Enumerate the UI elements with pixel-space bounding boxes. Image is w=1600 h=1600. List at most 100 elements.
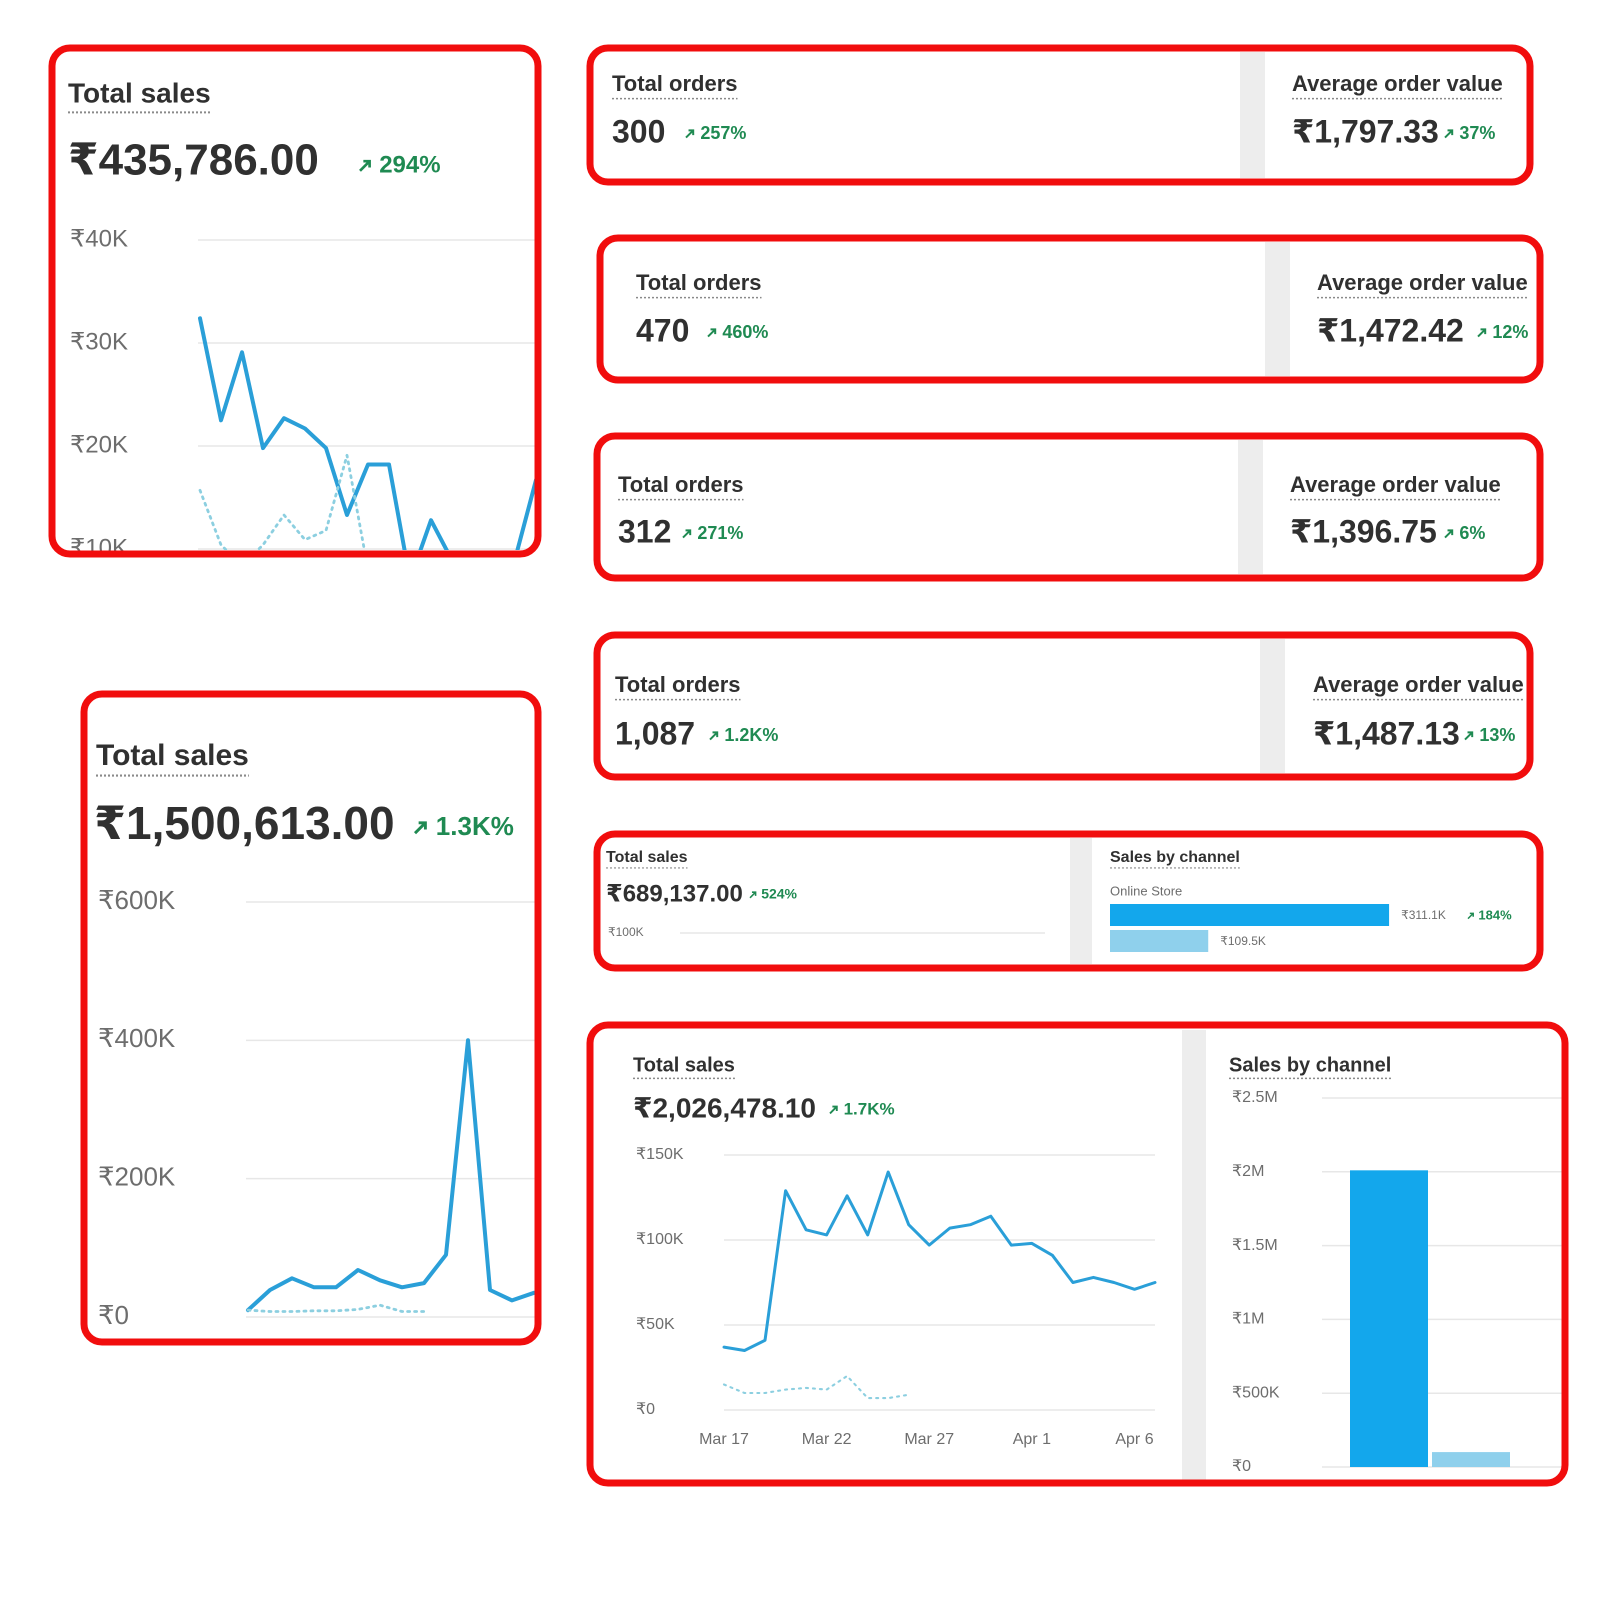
trend-arrow-icon [413, 821, 427, 835]
kpi-value: ₹1,472.42 [1317, 312, 1464, 348]
total-sales-value: ₹435,786.00 [68, 136, 319, 185]
trend-arrow-icon [1467, 912, 1474, 920]
y-tick-label: ₹2.5M [1232, 1089, 1278, 1106]
change-percent: 1.7K% [844, 1099, 895, 1118]
card-panel [601, 440, 1536, 574]
trend-arrow-icon [1477, 328, 1487, 338]
total-sales-value: ₹689,137.00 [606, 880, 743, 907]
bar-value-label: ₹109.5K [1220, 934, 1266, 948]
change-percent: 37% [1459, 123, 1495, 143]
card-title: Average order value [1317, 270, 1528, 295]
x-tick-label: Mar 27 [904, 1431, 954, 1448]
trend-arrow-icon [1464, 731, 1474, 741]
card-title: Total orders [612, 71, 738, 96]
trend-arrow-icon [829, 1105, 838, 1115]
y-tick-label: ₹40K [70, 225, 128, 252]
x-tick-label: Apr 1 [1013, 1431, 1051, 1448]
y-tick-label: ₹1.5M [1232, 1237, 1278, 1254]
x-tick-label: Mar 22 [802, 1431, 852, 1448]
change-percent: 6% [1459, 523, 1485, 543]
comparison-line [246, 1303, 426, 1313]
card-separator [1182, 1030, 1206, 1480]
card-title: Total orders [618, 472, 744, 497]
card-separator [1260, 639, 1285, 773]
change-percent: 271% [697, 523, 743, 543]
highlight-border [586, 44, 1534, 186]
highlight-border [48, 44, 542, 558]
x-tick-label: Apr 6 [1115, 1431, 1153, 1448]
kpi-value: 312 [618, 513, 671, 549]
trend-arrow-icon [1444, 129, 1454, 139]
change-percent: 184% [1478, 907, 1512, 922]
card-title: Total orders [615, 672, 741, 697]
card-separator [1265, 242, 1290, 376]
highlight-border [586, 1021, 1569, 1487]
kpi-value: ₹1,396.75 [1290, 513, 1437, 549]
y-tick-label: ₹20K [70, 431, 128, 458]
y-tick-label: ₹30K [70, 328, 128, 355]
plot-area [246, 901, 536, 1318]
sales-line [198, 316, 535, 550]
change-percent: 12% [1492, 322, 1528, 342]
x-tick-label: Mar 17 [699, 1431, 749, 1448]
total-sales-value: ₹1,500,613.00 [94, 797, 395, 849]
change-percent: 294% [379, 151, 440, 178]
channel-bar [1110, 904, 1390, 926]
trend-arrow-icon [685, 129, 695, 139]
change-percent: 1.2K% [724, 725, 778, 745]
trend-arrow-icon [682, 529, 692, 539]
trend-arrow-icon [749, 891, 757, 899]
card-title: Total sales [68, 77, 211, 108]
card-panel [88, 698, 534, 1338]
kpi-value: 470 [636, 312, 689, 348]
y-tick-label: ₹150K [636, 1146, 684, 1163]
card-title: Sales by channel [1229, 1054, 1391, 1076]
card-title: Total orders [636, 270, 762, 295]
y-tick-label: ₹0 [1232, 1458, 1251, 1475]
card-title: Total sales [96, 739, 249, 772]
change-percent: 257% [700, 123, 746, 143]
kpi-value: ₹1,487.13 [1313, 715, 1460, 751]
channel-bar [1350, 1170, 1428, 1467]
highlight-border [593, 631, 1534, 781]
card-panel [608, 1030, 1182, 1480]
card-panel [56, 52, 534, 550]
highlight-border [593, 830, 1544, 972]
change-percent: 460% [722, 322, 768, 342]
y-tick-label: ₹500K [1232, 1384, 1280, 1401]
change-percent: 13% [1479, 725, 1515, 745]
card-title: Total sales [633, 1054, 735, 1076]
sales-line [722, 1170, 1157, 1352]
card-title: Average order value [1290, 472, 1501, 497]
total-sales-value: ₹2,026,478.10 [633, 1092, 816, 1123]
bar-value-label: ₹311.1K [1401, 908, 1446, 922]
y-tick-label: ₹400K [98, 1023, 176, 1053]
y-tick-label: ₹2M [1232, 1163, 1264, 1180]
sales-line [246, 1038, 536, 1313]
comparison-line [198, 453, 366, 550]
change-percent: 524% [761, 886, 797, 902]
highlight-border [593, 432, 1544, 582]
channel-name: Online Store [1110, 883, 1182, 898]
highlight-border [596, 234, 1544, 384]
card-panel [594, 52, 1526, 178]
channel-bar [1432, 1452, 1510, 1467]
kpi-value: ₹1,797.33 [1292, 113, 1439, 149]
card-separator [1070, 838, 1092, 964]
trend-arrow-icon [709, 731, 719, 741]
plot-area [198, 239, 535, 550]
trend-arrow-icon [707, 328, 717, 338]
y-tick-label: ₹0 [98, 1300, 129, 1330]
highlight-border [80, 690, 542, 1346]
card-panel [601, 639, 1526, 773]
kpi-value: 1,087 [615, 715, 695, 751]
trend-arrow-icon [359, 159, 371, 172]
kpi-value: 300 [612, 113, 665, 149]
y-tick-label: ₹100K [636, 1231, 684, 1248]
change-percent: 1.3K% [436, 811, 514, 841]
card-title: Total sales [606, 849, 688, 866]
y-tick-label: ₹100K [608, 925, 644, 939]
y-tick-label: ₹50K [636, 1316, 675, 1333]
y-tick-label: ₹1M [1232, 1311, 1264, 1328]
